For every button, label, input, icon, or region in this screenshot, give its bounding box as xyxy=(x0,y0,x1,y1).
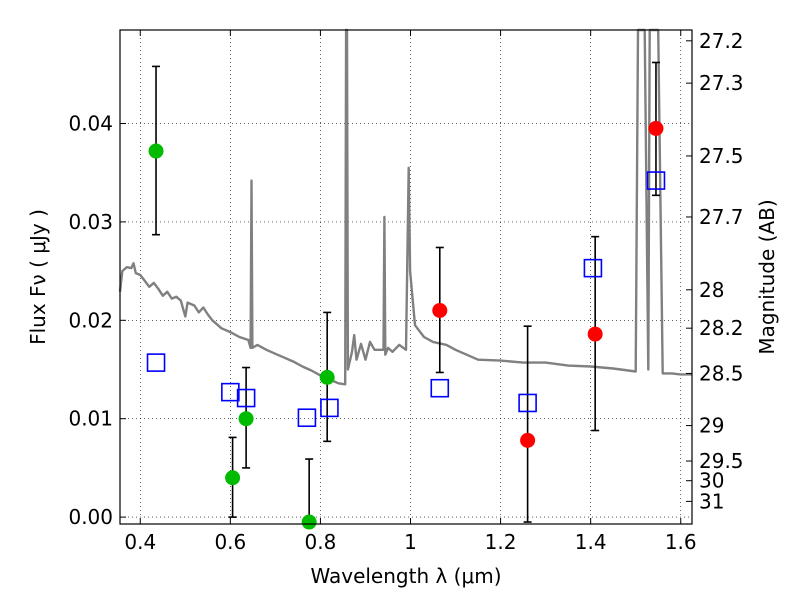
red-circle-marker xyxy=(432,302,448,318)
x-tick-label: 1.2 xyxy=(485,530,517,554)
x-tick-label: 0.6 xyxy=(214,530,246,554)
green-circle-marker xyxy=(301,514,317,530)
red-circle-marker xyxy=(648,120,664,136)
y-tick-label: 0.03 xyxy=(68,210,113,234)
green-circle-marker xyxy=(238,411,254,427)
x-tick-label: 1.4 xyxy=(575,530,607,554)
x-tick-label: 0.4 xyxy=(124,530,156,554)
x-axis-title: Wavelength λ (μm) xyxy=(310,564,501,588)
y2-tick-label: 28 xyxy=(699,278,724,302)
y-tick-label: 0.00 xyxy=(68,505,113,529)
model-spectrum-line xyxy=(118,28,692,386)
y2-axis-title: Magnitude (AB) xyxy=(755,199,779,354)
red-circle-marker xyxy=(587,326,603,342)
y2-tick-label: 30 xyxy=(699,469,724,493)
x-tick-label: 1.6 xyxy=(665,530,697,554)
green-circle-marker xyxy=(148,143,164,159)
y-axis-title: Flux Fν ( μJy ) xyxy=(26,209,50,345)
blue-square-marker xyxy=(236,388,256,408)
model-spectrum xyxy=(118,28,692,386)
y2-tick-label: 27.3 xyxy=(699,71,744,95)
red-circle-marker xyxy=(520,432,536,448)
green-circle-marker xyxy=(225,470,241,486)
green-circle-marker xyxy=(319,369,335,385)
y2-tick-label: 28.5 xyxy=(699,361,744,385)
y2-tick-label: 27.2 xyxy=(699,29,744,53)
blue-square-marker xyxy=(146,353,166,372)
y2-tick-label: 31 xyxy=(699,489,724,513)
y2-tick-label: 27.7 xyxy=(699,205,744,229)
x-tick-label: 1 xyxy=(404,530,417,554)
y-tick-label: 0.02 xyxy=(68,308,113,332)
blue-square-marker xyxy=(430,378,450,398)
y2-tick-label: 28.2 xyxy=(699,316,744,340)
blue-square-marker xyxy=(221,382,240,402)
y-tick-label: 0.01 xyxy=(68,407,113,431)
grid-lines xyxy=(120,30,692,524)
blue-square-marker xyxy=(646,171,666,190)
y2-tick-label: 27.5 xyxy=(699,144,744,168)
axis-ticks: 0.4 0.6 0.8 1 1.2 1.4 1.6 0.00 0.01 0.02 0.03 0.04 2… xyxy=(68,29,743,554)
plot-frame xyxy=(119,29,693,525)
x-tick-label: 0.8 xyxy=(305,530,337,554)
y2-tick-label: 29.5 xyxy=(699,449,744,473)
y2-tick-label: 29 xyxy=(699,414,724,438)
data-markers xyxy=(146,61,666,530)
blue-square-marker xyxy=(518,393,537,413)
blue-square-marker xyxy=(297,408,317,428)
blue-square-marker xyxy=(320,398,339,418)
y-tick-label: 0.04 xyxy=(68,111,113,135)
blue-square-marker xyxy=(583,258,603,278)
